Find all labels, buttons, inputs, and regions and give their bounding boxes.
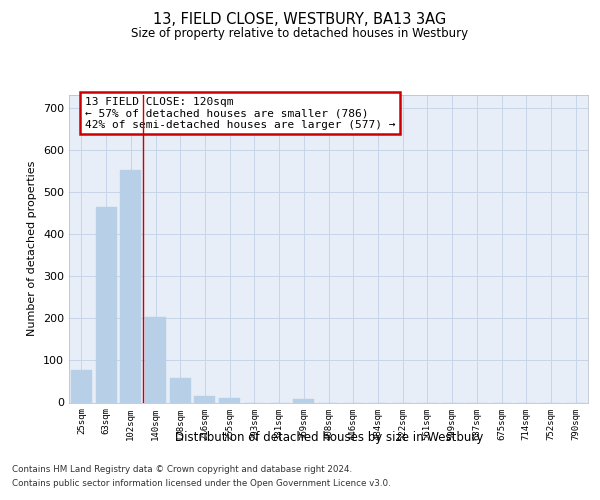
Bar [95,206,116,402]
Bar [219,398,240,402]
Bar [170,378,191,402]
Text: Size of property relative to detached houses in Westbury: Size of property relative to detached ho… [131,28,469,40]
Bar [194,396,215,402]
Text: Contains HM Land Registry data © Crown copyright and database right 2024.: Contains HM Land Registry data © Crown c… [12,466,352,474]
Text: Distribution of detached houses by size in Westbury: Distribution of detached houses by size … [175,431,483,444]
Text: Contains public sector information licensed under the Open Government Licence v3: Contains public sector information licen… [12,479,391,488]
Bar [145,317,166,402]
Bar [120,170,141,402]
Text: 13 FIELD CLOSE: 120sqm
← 57% of detached houses are smaller (786)
42% of semi-de: 13 FIELD CLOSE: 120sqm ← 57% of detached… [85,96,395,130]
Bar [71,370,92,402]
Text: 13, FIELD CLOSE, WESTBURY, BA13 3AG: 13, FIELD CLOSE, WESTBURY, BA13 3AG [154,12,446,26]
Y-axis label: Number of detached properties: Number of detached properties [28,161,37,336]
Bar [293,398,314,402]
